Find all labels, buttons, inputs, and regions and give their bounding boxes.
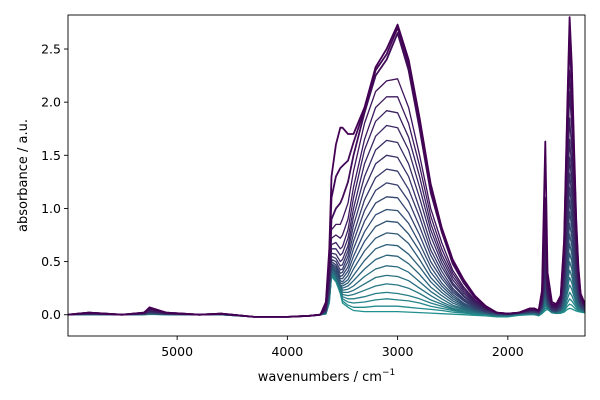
- y-tick-label-3: 1.5: [41, 148, 61, 163]
- spectrum-line-3: [68, 32, 585, 318]
- x-axis-ticks: 5000 4000 3000 2000: [161, 336, 524, 359]
- y-tick-label-5: 2.5: [41, 42, 61, 57]
- y-tick-label-4: 2.0: [41, 95, 61, 110]
- y-tick-label-0: 0.0: [41, 307, 61, 322]
- y-axis-ticks: 0.0 0.5 1.0 1.5 2.0 2.5: [41, 42, 68, 322]
- x-axis-label: wavenumbers / cm−1: [258, 368, 396, 385]
- plot-frame: [67, 14, 586, 337]
- spectrum-line-1: [68, 16, 585, 318]
- x-axis-label-text: wavenumbers / cm: [258, 370, 382, 385]
- series-group: [68, 16, 585, 318]
- y-tick-label-1: 0.5: [41, 254, 61, 269]
- x-tick-label-3: 2000: [492, 344, 524, 359]
- y-tick-label-2: 1.0: [41, 201, 61, 216]
- x-tick-label-0: 5000: [161, 344, 193, 359]
- x-axis-label-superscript: −1: [382, 368, 395, 378]
- x-tick-label-1: 4000: [271, 344, 303, 359]
- x-tick-label-2: 3000: [382, 344, 414, 359]
- spectrum-line-2: [68, 26, 585, 318]
- y-axis-label: absorbance / a.u.: [16, 119, 31, 232]
